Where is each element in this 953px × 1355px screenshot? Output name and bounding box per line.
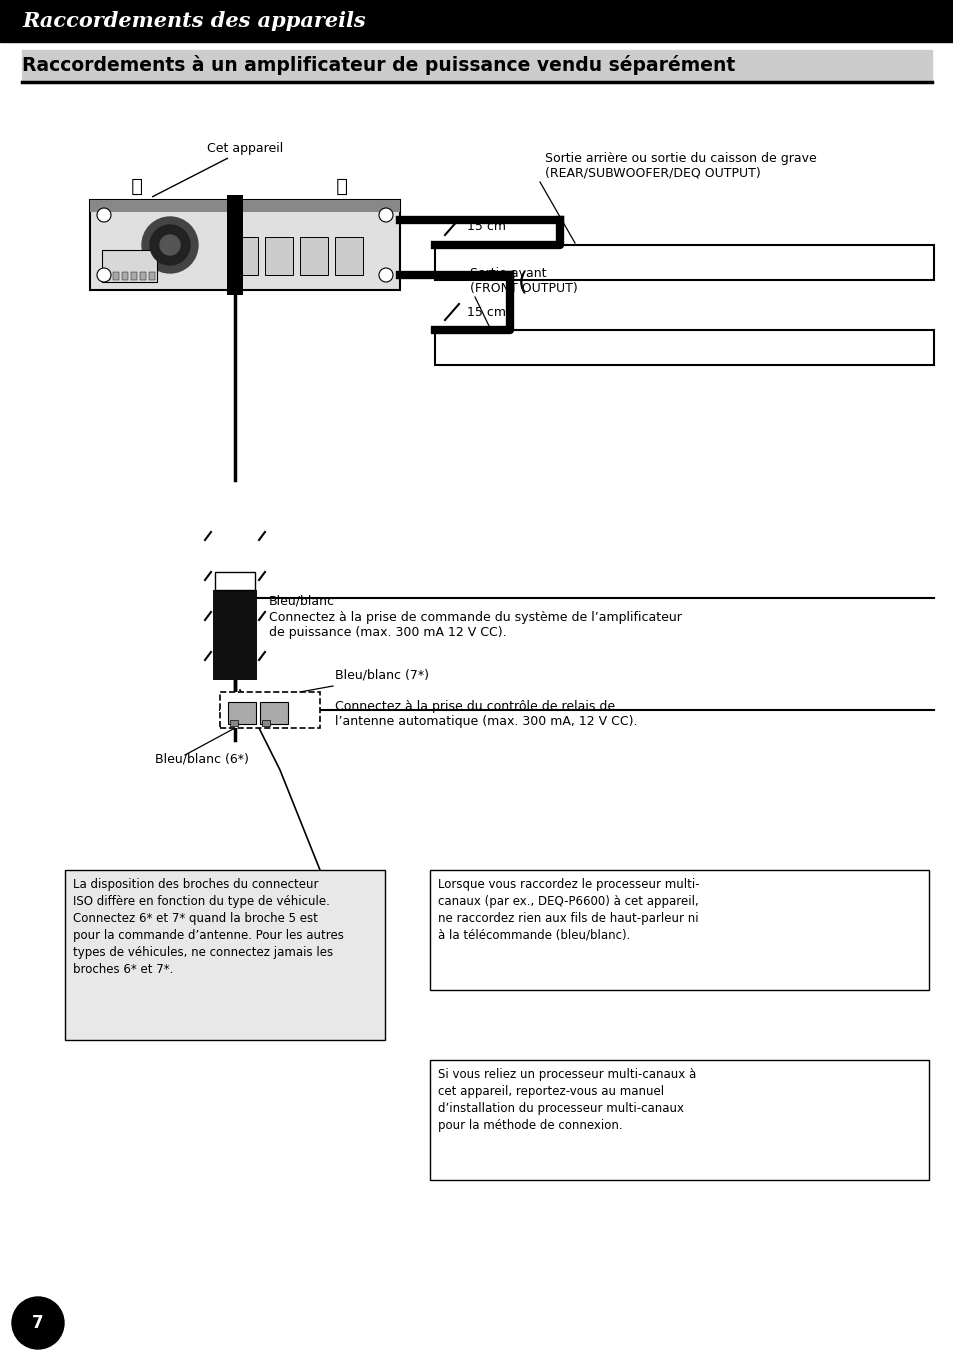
Bar — [435, 331, 933, 364]
Bar — [140, 272, 146, 280]
Circle shape — [97, 209, 111, 222]
Bar — [102, 251, 157, 282]
Bar — [227, 195, 243, 295]
Bar — [131, 272, 137, 280]
Bar — [435, 245, 933, 280]
Bar — [149, 272, 154, 280]
Text: Connectez à la prise du contrôle de relais de
l’antenne automatique (max. 300 mA: Connectez à la prise du contrôle de rela… — [335, 701, 637, 728]
Circle shape — [160, 234, 180, 255]
Circle shape — [378, 209, 393, 222]
Text: Raccordements des appareils: Raccordements des appareils — [22, 11, 365, 31]
Bar — [262, 720, 270, 726]
Text: Bleu/blanc (6*): Bleu/blanc (6*) — [154, 753, 249, 766]
Text: 7: 7 — [32, 1314, 44, 1332]
Bar — [104, 272, 110, 280]
Bar — [230, 237, 257, 275]
Bar — [22, 50, 931, 80]
Bar — [90, 201, 399, 290]
Bar — [213, 589, 256, 680]
Bar — [65, 870, 385, 1041]
Circle shape — [142, 217, 198, 272]
Bar — [265, 237, 293, 275]
Bar — [430, 1060, 928, 1180]
Text: Si vous reliez un processeur multi-canaux à
cet appareil, reportez-vous au manue: Si vous reliez un processeur multi-canau… — [437, 1068, 696, 1131]
Text: Sortie avant
(FRONT OUTPUT): Sortie avant (FRONT OUTPUT) — [470, 267, 578, 295]
Circle shape — [12, 1297, 64, 1350]
Text: Raccordements à un amplificateur de puissance vendu séparément: Raccordements à un amplificateur de puis… — [22, 56, 735, 75]
Text: Bleu/blanc: Bleu/blanc — [269, 595, 335, 608]
Text: Sortie arrière ou sortie du caisson de grave
(REAR/SUBWOOFER/DEQ OUTPUT): Sortie arrière ou sortie du caisson de g… — [544, 152, 816, 180]
Bar — [260, 702, 288, 724]
Bar — [122, 272, 128, 280]
Text: Bleu/blanc (7*): Bleu/blanc (7*) — [335, 669, 429, 682]
Text: (: ( — [517, 271, 527, 294]
Bar — [0, 0, 953, 42]
Bar — [220, 692, 319, 728]
Text: Cet appareil: Cet appareil — [207, 142, 283, 154]
Text: Lorsque vous raccordez le processeur multi-
canaux (par ex., DEQ-P6600) à cet ap: Lorsque vous raccordez le processeur mul… — [437, 878, 699, 942]
Circle shape — [378, 268, 393, 282]
Bar — [90, 201, 399, 211]
Bar — [430, 870, 928, 991]
Circle shape — [97, 268, 111, 282]
Bar — [214, 572, 254, 589]
Circle shape — [150, 225, 190, 266]
Text: 15 cm: 15 cm — [467, 221, 505, 233]
Bar — [112, 272, 119, 280]
Bar — [335, 237, 363, 275]
Text: ⎰: ⎰ — [129, 176, 141, 195]
Text: Connectez à la prise de commande du système de l’amplificateur
de puissance (max: Connectez à la prise de commande du syst… — [269, 611, 681, 640]
Text: ⎱: ⎱ — [334, 176, 346, 195]
Text: La disposition des broches du connecteur
ISO diffère en fonction du type de véhi: La disposition des broches du connecteur… — [73, 878, 343, 976]
Text: 15 cm: 15 cm — [467, 305, 505, 318]
Bar — [299, 237, 328, 275]
Bar — [228, 702, 255, 724]
Bar — [230, 720, 237, 726]
